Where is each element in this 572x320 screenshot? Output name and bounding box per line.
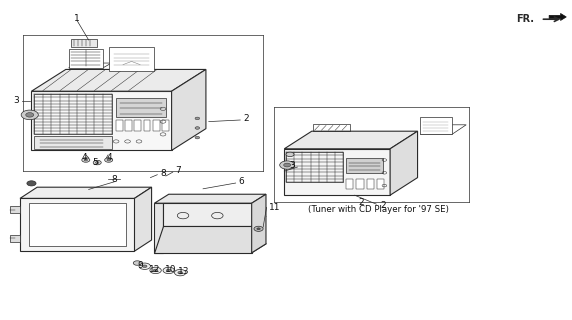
Circle shape xyxy=(178,271,182,274)
Polygon shape xyxy=(172,69,206,150)
Circle shape xyxy=(84,159,88,161)
Bar xyxy=(153,120,160,131)
Bar xyxy=(367,179,374,189)
Polygon shape xyxy=(20,187,152,198)
Polygon shape xyxy=(109,47,154,71)
Polygon shape xyxy=(284,131,418,149)
Circle shape xyxy=(139,263,150,269)
Circle shape xyxy=(195,127,200,129)
Circle shape xyxy=(153,269,158,272)
Bar xyxy=(116,120,123,131)
Circle shape xyxy=(254,226,263,231)
Circle shape xyxy=(133,261,141,265)
Polygon shape xyxy=(69,63,112,68)
Text: 1: 1 xyxy=(74,14,80,23)
Text: 5: 5 xyxy=(92,158,98,167)
Circle shape xyxy=(107,159,110,161)
Text: FR.: FR. xyxy=(516,14,534,24)
Text: 7: 7 xyxy=(176,166,181,175)
Bar xyxy=(356,179,364,189)
Polygon shape xyxy=(10,235,20,242)
Text: 9: 9 xyxy=(137,261,143,270)
Circle shape xyxy=(280,161,295,169)
Text: 10: 10 xyxy=(165,265,177,274)
Polygon shape xyxy=(20,198,134,251)
Text: 2: 2 xyxy=(358,198,364,207)
Polygon shape xyxy=(549,13,566,20)
Polygon shape xyxy=(154,226,252,253)
Circle shape xyxy=(195,117,200,120)
Bar xyxy=(162,120,169,131)
Circle shape xyxy=(286,152,294,156)
Circle shape xyxy=(150,267,161,274)
Text: (Tuner with CD Player for '97 SE): (Tuner with CD Player for '97 SE) xyxy=(308,205,449,214)
Text: 4: 4 xyxy=(81,153,87,162)
Text: 8: 8 xyxy=(160,169,166,178)
Bar xyxy=(34,94,112,134)
Bar xyxy=(72,39,97,47)
Polygon shape xyxy=(163,203,252,226)
Polygon shape xyxy=(29,203,126,246)
Circle shape xyxy=(96,162,99,164)
Bar xyxy=(116,98,166,117)
Circle shape xyxy=(163,267,174,274)
Text: 6: 6 xyxy=(239,177,244,186)
Circle shape xyxy=(105,158,113,162)
Bar xyxy=(286,152,343,182)
Text: 12: 12 xyxy=(149,265,161,274)
Bar xyxy=(346,179,353,189)
Circle shape xyxy=(82,158,90,162)
Polygon shape xyxy=(252,194,266,253)
Polygon shape xyxy=(10,206,20,213)
Circle shape xyxy=(166,269,171,272)
Bar xyxy=(125,120,132,131)
Text: 4: 4 xyxy=(107,153,113,162)
Polygon shape xyxy=(31,91,172,150)
Text: 13: 13 xyxy=(178,268,190,276)
Bar xyxy=(313,124,350,131)
Circle shape xyxy=(93,160,101,165)
Polygon shape xyxy=(390,131,418,195)
Circle shape xyxy=(142,265,147,268)
Polygon shape xyxy=(69,49,103,68)
Text: 3: 3 xyxy=(13,96,19,105)
Polygon shape xyxy=(420,125,466,134)
Text: 3: 3 xyxy=(289,161,295,170)
Circle shape xyxy=(27,181,36,186)
Polygon shape xyxy=(420,117,452,134)
Circle shape xyxy=(26,113,34,117)
Text: 2: 2 xyxy=(243,114,249,123)
Circle shape xyxy=(174,269,186,276)
Polygon shape xyxy=(154,194,266,203)
Circle shape xyxy=(195,136,200,139)
Bar xyxy=(346,158,383,173)
Text: 11: 11 xyxy=(269,203,280,212)
Bar xyxy=(34,136,112,149)
Polygon shape xyxy=(31,69,206,91)
Circle shape xyxy=(284,163,291,167)
Text: 2: 2 xyxy=(380,201,386,210)
Polygon shape xyxy=(134,187,152,251)
Bar xyxy=(377,179,384,189)
Polygon shape xyxy=(154,203,163,253)
Polygon shape xyxy=(284,149,390,195)
Circle shape xyxy=(21,110,38,120)
Bar xyxy=(144,120,150,131)
Text: 8: 8 xyxy=(112,175,117,184)
Bar xyxy=(134,120,141,131)
Circle shape xyxy=(257,228,260,230)
